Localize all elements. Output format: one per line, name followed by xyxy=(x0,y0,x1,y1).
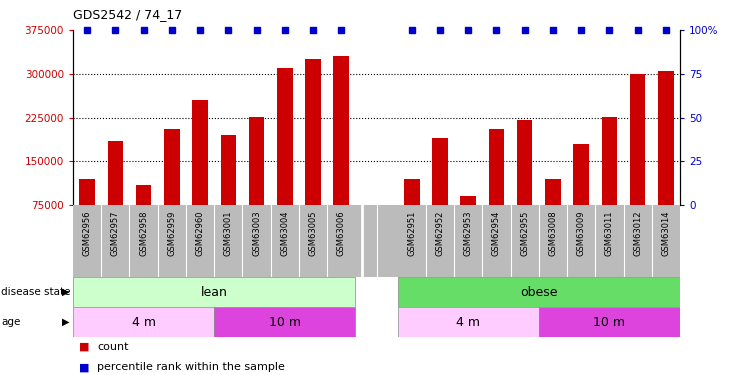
Bar xyxy=(164,129,180,205)
Text: GSM63001: GSM63001 xyxy=(224,211,233,256)
Text: GSM62959: GSM62959 xyxy=(167,211,177,256)
Bar xyxy=(334,56,349,205)
Text: GSM62960: GSM62960 xyxy=(196,211,204,256)
Text: GSM63008: GSM63008 xyxy=(548,211,558,256)
Text: GSM62951: GSM62951 xyxy=(407,211,416,256)
Bar xyxy=(249,117,264,205)
Text: 10 m: 10 m xyxy=(593,315,626,328)
Text: GSM62957: GSM62957 xyxy=(111,211,120,256)
Text: GDS2542 / 74_17: GDS2542 / 74_17 xyxy=(73,8,182,21)
Text: disease state: disease state xyxy=(1,287,71,297)
Text: GSM63006: GSM63006 xyxy=(337,211,346,256)
Text: GSM63011: GSM63011 xyxy=(605,211,614,256)
Text: GSM63005: GSM63005 xyxy=(309,211,318,256)
Text: GSM63014: GSM63014 xyxy=(661,211,670,256)
Bar xyxy=(214,307,356,337)
Bar xyxy=(192,100,208,205)
Text: GSM63009: GSM63009 xyxy=(577,211,585,256)
Bar xyxy=(220,135,236,205)
Text: 4 m: 4 m xyxy=(456,315,480,328)
Text: ■: ■ xyxy=(79,342,90,351)
Text: GSM63003: GSM63003 xyxy=(252,211,261,256)
Text: percentile rank within the sample: percentile rank within the sample xyxy=(97,362,285,372)
Text: age: age xyxy=(1,317,21,327)
Text: GSM63012: GSM63012 xyxy=(633,211,642,256)
Bar xyxy=(602,117,617,205)
Text: ▶: ▶ xyxy=(62,317,69,327)
Bar xyxy=(488,129,504,205)
Bar xyxy=(73,277,356,307)
Bar xyxy=(630,74,645,205)
Bar xyxy=(277,68,293,205)
Bar xyxy=(517,120,532,205)
Text: 4 m: 4 m xyxy=(131,315,155,328)
Bar xyxy=(136,184,151,205)
Text: 10 m: 10 m xyxy=(269,315,301,328)
Bar xyxy=(404,179,420,205)
Bar xyxy=(545,179,561,205)
Text: ■: ■ xyxy=(79,362,90,372)
Bar xyxy=(305,59,320,205)
Text: GSM63004: GSM63004 xyxy=(280,211,289,256)
Bar xyxy=(432,138,447,205)
Text: GSM62958: GSM62958 xyxy=(139,211,148,256)
Text: count: count xyxy=(97,342,128,351)
Bar xyxy=(658,71,674,205)
Bar xyxy=(398,277,680,307)
Text: GSM62956: GSM62956 xyxy=(82,211,92,256)
Bar xyxy=(398,307,539,337)
Text: GSM62954: GSM62954 xyxy=(492,211,501,256)
Bar xyxy=(461,196,476,205)
Text: obese: obese xyxy=(520,285,558,298)
Bar xyxy=(574,144,589,205)
Text: ▶: ▶ xyxy=(62,287,69,297)
Bar xyxy=(539,307,680,337)
Text: GSM62952: GSM62952 xyxy=(436,211,445,256)
Text: lean: lean xyxy=(201,285,228,298)
Text: GSM62955: GSM62955 xyxy=(520,211,529,256)
Bar xyxy=(80,179,95,205)
Bar xyxy=(107,141,123,205)
Text: GSM62953: GSM62953 xyxy=(464,211,473,256)
Bar xyxy=(73,307,214,337)
